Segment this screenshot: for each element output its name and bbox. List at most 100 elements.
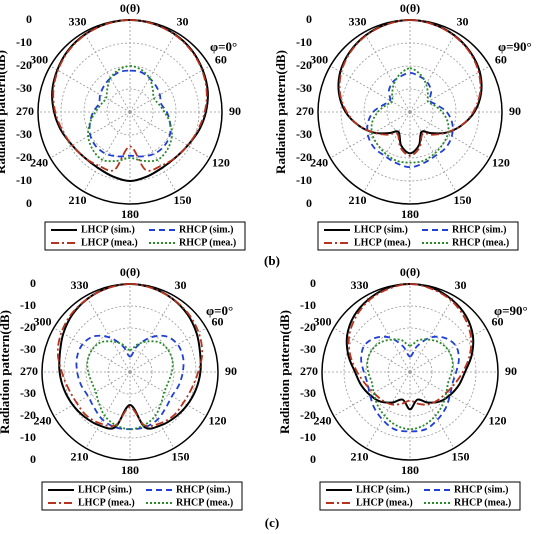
r-tick-label: 0 <box>30 276 36 290</box>
r-tick-label: -10 <box>296 173 312 187</box>
legend-box <box>317 221 519 251</box>
grid-spoke <box>409 65 490 113</box>
r-tick-label: 0 <box>26 12 32 26</box>
legend-label: RHCP (mea.) <box>452 237 509 248</box>
legend-label: LHCP (mea.) <box>78 497 135 508</box>
pattern-curve <box>58 282 202 430</box>
pattern-curve <box>366 71 454 169</box>
r-tick-label: -20 <box>296 58 312 72</box>
theta-tick-label: 180 <box>121 207 139 221</box>
r-tick-label: 0 <box>306 196 312 210</box>
theta-tick-label: 270 <box>20 364 38 378</box>
r-tick-label: -30 <box>16 127 32 141</box>
theta-tick-label: 60 <box>215 52 227 66</box>
theta-tick-label: 120 <box>488 413 506 427</box>
r-tick-label: -10 <box>296 35 312 49</box>
theta-tick-label: 180 <box>121 463 139 477</box>
pattern-curve <box>370 67 450 164</box>
theta-tick-label: 30 <box>455 278 467 292</box>
r-tick-label: -20 <box>20 408 36 422</box>
theta-tick-label: 0(θ) <box>400 265 420 279</box>
r-tick-label: 0 <box>26 196 32 210</box>
theta-tick-label: 240 <box>34 413 52 427</box>
annotation: φ=90° <box>494 303 528 318</box>
theta-tick-label: 0(θ) <box>400 1 420 15</box>
legend-box <box>41 481 243 511</box>
grid-spoke <box>129 371 207 417</box>
theta-tick-label: 210 <box>351 449 369 463</box>
r-tick-label: -20 <box>16 58 32 72</box>
grid-spoke <box>85 371 131 449</box>
pattern-curve <box>56 283 204 428</box>
legend-label: RHCP (mea.) <box>179 237 236 248</box>
grid-spoke <box>409 111 457 192</box>
y-axis-label: Radiation pattern(dB) <box>0 50 8 174</box>
theta-tick-label: 30 <box>175 278 187 292</box>
pattern-curve <box>345 282 475 411</box>
grid-spoke <box>53 371 131 417</box>
grid-spoke <box>330 111 411 159</box>
panel-label: (b) <box>264 253 280 268</box>
grid-spoke <box>363 111 411 192</box>
legend-label: LHCP (sim.) <box>356 484 410 495</box>
pattern-curve <box>88 69 172 158</box>
grid-spoke <box>333 327 411 373</box>
grid-spoke <box>83 32 131 113</box>
theta-tick-label: 300 <box>34 314 52 328</box>
theta-tick-label: 210 <box>349 193 367 207</box>
theta-tick-label: 270 <box>16 104 34 118</box>
theta-tick-label: 300 <box>314 314 332 328</box>
grid-ring <box>386 88 434 136</box>
theta-tick-label: 120 <box>212 155 230 169</box>
grid-spoke <box>129 371 175 449</box>
theta-tick-label: 30 <box>177 15 189 29</box>
theta-tick-label: 270 <box>300 364 318 378</box>
theta-tick-label: 90 <box>229 104 241 118</box>
legend-box <box>319 481 521 511</box>
r-tick-label: -30 <box>296 81 312 95</box>
r-tick-label: 0 <box>306 12 312 26</box>
legend-label: LHCP (sim.) <box>354 224 408 235</box>
r-tick-label: -20 <box>300 408 316 422</box>
theta-tick-label: 60 <box>495 52 507 66</box>
r-tick-label: -10 <box>300 430 316 444</box>
grid-spoke <box>129 65 210 113</box>
grid-spoke <box>365 371 411 449</box>
grid-spoke <box>409 295 455 373</box>
pattern-curve <box>87 65 173 163</box>
annotation: φ=0° <box>206 303 233 318</box>
r-tick-label: -20 <box>16 150 32 164</box>
grid-spoke <box>363 32 411 113</box>
r-tick-label: -10 <box>20 298 36 312</box>
pattern-curve <box>337 18 483 155</box>
grid-spoke <box>409 32 457 113</box>
grid-ring <box>106 88 154 136</box>
theta-tick-label: 210 <box>71 449 89 463</box>
r-tick-label: -30 <box>296 127 312 141</box>
legend-box <box>44 221 246 251</box>
pattern-curve <box>338 19 482 157</box>
legend-label: RHCP (sim.) <box>176 484 230 495</box>
legend-label: LHCP (sim.) <box>81 224 135 235</box>
r-tick-label: -30 <box>20 386 36 400</box>
grid-spoke <box>409 371 455 449</box>
theta-tick-label: 120 <box>492 155 510 169</box>
theta-tick-label: 240 <box>30 155 48 169</box>
legend-label: RHCP (sim.) <box>454 484 508 495</box>
r-tick-label: 0 <box>310 276 316 290</box>
grid-spoke <box>50 65 131 113</box>
theta-tick-label: 150 <box>172 449 190 463</box>
r-tick-label: -30 <box>300 342 316 356</box>
legend-label: LHCP (mea.) <box>81 237 138 248</box>
theta-tick-label: 300 <box>30 52 48 66</box>
theta-tick-label: 330 <box>351 278 369 292</box>
y-axis-label: Radiation pattern(dB) <box>277 310 292 434</box>
r-tick-label: -10 <box>16 35 32 49</box>
theta-tick-label: 60 <box>211 314 223 328</box>
annotation: φ=90° <box>498 39 532 54</box>
legend-label: RHCP (sim.) <box>452 224 506 235</box>
legend-label: RHCP (mea.) <box>176 497 233 508</box>
grid-spoke <box>409 371 487 417</box>
grid-spoke <box>330 65 411 113</box>
